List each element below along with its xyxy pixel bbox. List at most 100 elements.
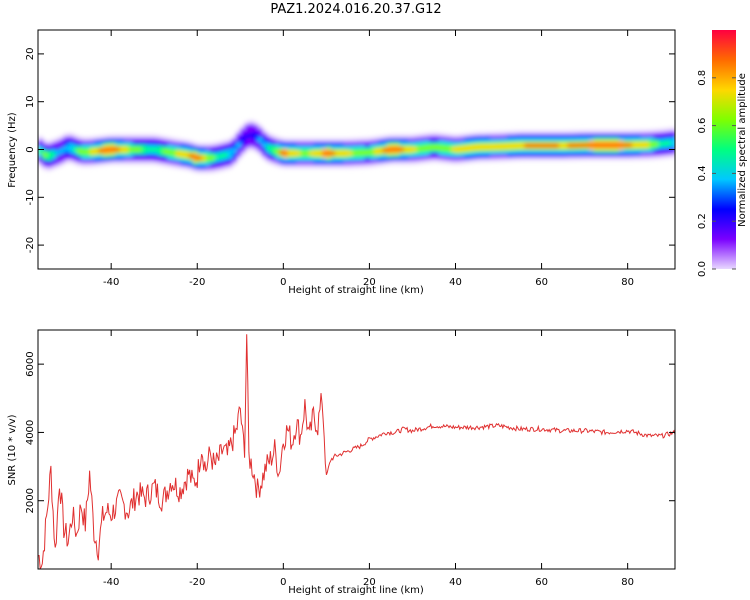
spectrogram-cell	[528, 143, 534, 149]
x-tick-label: 0	[280, 277, 286, 288]
y-tick-label: -20	[25, 237, 36, 253]
spectrogram-cell	[425, 145, 431, 151]
spectrogram-cell	[352, 150, 358, 156]
spectrogram-cell	[382, 147, 388, 153]
spectrogram-cell	[38, 148, 44, 154]
spectrogram-cell	[210, 155, 216, 161]
spectrogram-cell	[231, 148, 237, 153]
spectrogram-cell	[184, 152, 190, 158]
spectrogram-cell	[584, 142, 590, 148]
spectrogram-cell	[149, 147, 156, 152]
x-tick-label: 20	[363, 277, 376, 288]
snr-x-label: Height of straight line (km)	[288, 585, 424, 596]
spectrogram-cell	[399, 147, 405, 152]
spectrogram-cell	[300, 150, 306, 156]
x-tick-label: 40	[449, 577, 462, 588]
spectrogram-cell	[593, 142, 599, 148]
figure-title: PAZ1.2024.016.20.37.G12	[270, 2, 442, 17]
x-tick-label: 20	[363, 577, 376, 588]
spectrogram-x-label: Height of straight line (km)	[288, 285, 424, 296]
spectrogram-cell	[235, 142, 242, 148]
spectrogram-cell	[98, 148, 104, 154]
y-tick-label: -10	[25, 189, 36, 205]
x-tick-label: 80	[621, 577, 634, 588]
colorbar-ticks: 0.0 0.2 0.4 0.6 0.8	[697, 70, 736, 277]
spectrogram-cell	[627, 142, 633, 148]
spectrogram-cell	[485, 144, 491, 150]
spectrogram-cell	[507, 143, 513, 149]
x-tick-label: -20	[189, 577, 205, 588]
spectrogram-cell	[279, 150, 285, 156]
spectrogram-cell	[477, 144, 483, 150]
spectrogram-cell	[132, 147, 138, 152]
snr-series-line	[38, 334, 675, 569]
spectrogram-cell	[657, 141, 663, 147]
x-tick-label: 60	[535, 277, 548, 288]
spectrogram-cell	[85, 149, 91, 155]
spectrogram-cell	[119, 147, 125, 152]
spectrogram-cell	[223, 152, 229, 158]
spectrogram-cell	[412, 146, 418, 152]
spectrogram-cell	[81, 149, 87, 155]
spectrogram-cell	[666, 140, 672, 146]
spectrogram-cell	[72, 147, 78, 152]
spectrogram-cell	[287, 150, 293, 156]
spectrogram-cell	[640, 142, 646, 148]
spectrogram-cell	[192, 154, 199, 160]
spectrogram-cell	[498, 144, 504, 149]
spectrogram-cell	[330, 150, 336, 156]
spectrogram-cell	[619, 142, 625, 148]
spectrogram-cell	[124, 147, 130, 152]
spectrogram-cell	[472, 144, 478, 150]
spectrogram-cell	[141, 147, 147, 152]
spectrogram-cell	[438, 145, 444, 151]
y-tick-label: 6000	[25, 351, 36, 376]
spectrogram-cell	[614, 142, 620, 148]
spectrogram-cell	[158, 148, 164, 154]
spectrogram-y-label: Frequency (Hz)	[7, 112, 18, 188]
spectrogram-cell	[102, 147, 108, 153]
spectrogram-cell	[653, 141, 659, 147]
spectrogram-cell	[283, 150, 289, 156]
spectrogram-cell	[128, 147, 134, 152]
x-tick-label: -40	[103, 277, 119, 288]
spectrogram-cell	[408, 147, 414, 152]
colorbar-label: Normalized spectral amplitude	[737, 73, 748, 227]
spectrogram-cell	[266, 145, 272, 151]
spectrogram-cell	[339, 150, 345, 156]
spectrogram-cell	[390, 147, 397, 152]
spectrogram-cell	[180, 151, 186, 157]
spectrogram-cell	[356, 150, 362, 156]
spectrogram-cell	[451, 146, 457, 152]
spectrogram-cell	[240, 137, 246, 143]
spectrogram-cell	[63, 145, 69, 151]
spectrogram-cell	[106, 147, 112, 153]
spectrogram-cell	[386, 147, 392, 153]
spectrogram-cell	[670, 140, 675, 145]
spectrogram-cell	[313, 150, 319, 156]
spectrogram-cell	[567, 143, 573, 148]
spectrogram-cell	[580, 142, 586, 148]
y-tick-label: 0	[25, 146, 36, 152]
y-tick-label: 10	[25, 95, 36, 108]
spectrogram-cell	[296, 150, 302, 156]
spectrogram-cell	[50, 151, 57, 157]
spectrogram-cell	[576, 142, 582, 148]
y-tick-label: 2000	[25, 488, 36, 513]
spectrogram-cell	[662, 141, 668, 146]
spectrogram-cell	[291, 150, 298, 156]
spectrogram-cell	[649, 142, 655, 147]
spectrogram-cell	[537, 143, 543, 149]
x-tick-label: -40	[103, 577, 119, 588]
spectrogram-cell	[446, 146, 453, 152]
spectrogram-cell	[309, 150, 315, 156]
spectrogram-cell	[601, 142, 607, 148]
y-tick-label: 4000	[25, 420, 36, 445]
spectrogram-cell	[218, 153, 224, 159]
spectrogram-cell	[395, 147, 401, 152]
spectrogram-cell	[227, 151, 233, 157]
spectrogram-cell	[270, 147, 276, 153]
spectrogram-cell	[489, 144, 496, 150]
spectrogram-y-ticks: -20 -10 0 10 20	[25, 48, 675, 253]
